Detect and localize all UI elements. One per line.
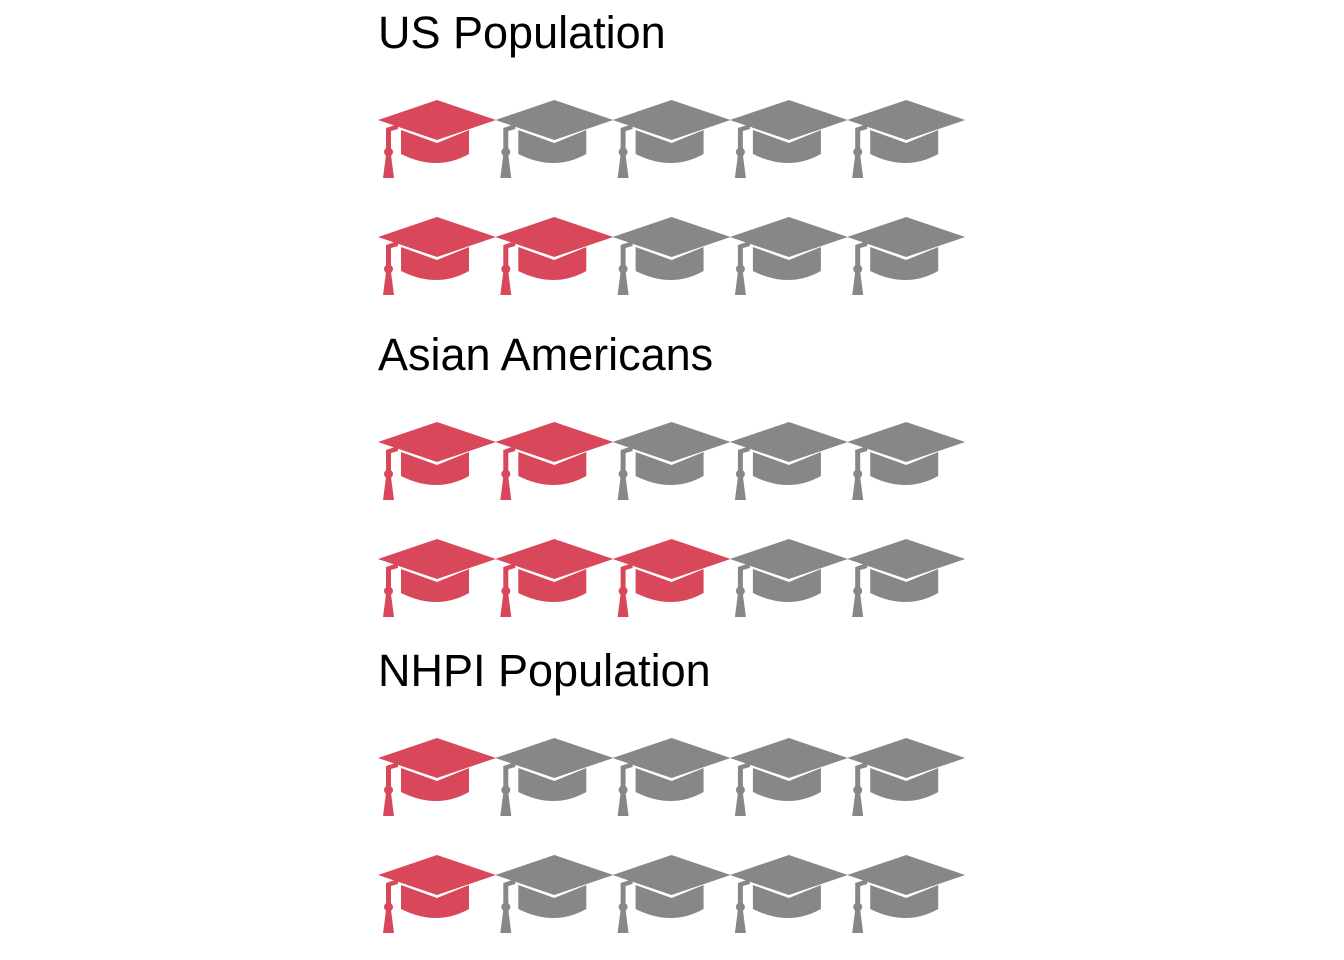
graduation-cap-icon-filled	[378, 738, 496, 816]
graduation-cap-icon-empty	[612, 422, 731, 500]
graduation-cap-icon-empty	[729, 217, 848, 295]
group-2: Asian Americans	[378, 329, 966, 617]
group-1: US Population	[378, 7, 966, 295]
graduation-cap-icon-empty	[729, 422, 848, 500]
graduation-cap-icon-empty	[729, 100, 848, 178]
icon-row	[378, 100, 966, 178]
graduation-cap-icon-empty	[612, 855, 731, 933]
icon-row	[378, 217, 966, 295]
graduation-cap-icon-empty	[729, 539, 848, 617]
graduation-cap-icon-empty	[847, 217, 966, 295]
graduation-cap-icon-empty	[729, 738, 848, 816]
group-3: NHPI Population	[378, 645, 966, 933]
graduation-cap-icon-empty	[495, 100, 614, 178]
graduation-cap-icon-empty	[612, 217, 731, 295]
graduation-cap-icon-empty	[495, 855, 614, 933]
icon-row	[378, 422, 966, 500]
pictogram-groups: US Population Asian Americans NHPI Populat…	[378, 7, 966, 933]
graduation-cap-icon-filled	[612, 539, 731, 617]
group-title: US Population	[378, 7, 666, 58]
graduation-cap-icon-filled	[378, 855, 496, 933]
graduation-cap-icon-empty	[847, 738, 966, 816]
graduation-cap-icon-filled	[378, 100, 496, 178]
group-title: Asian Americans	[378, 329, 713, 380]
graduation-cap-icon-filled	[495, 539, 614, 617]
icon-row	[378, 855, 966, 933]
graduation-cap-icon-filled	[378, 217, 496, 295]
icon-row	[378, 539, 966, 617]
graduation-cap-icon-empty	[847, 100, 966, 178]
graduation-cap-icon-empty	[612, 738, 731, 816]
graduation-cap-icon-empty	[847, 855, 966, 933]
icon-row	[378, 738, 966, 816]
graduation-cap-icon-empty	[847, 422, 966, 500]
graduation-cap-icon-filled	[495, 217, 614, 295]
graduation-cap-icon-filled	[378, 422, 496, 500]
graduation-cap-icon-empty	[729, 855, 848, 933]
graduation-cap-icon-filled	[378, 539, 496, 617]
graduation-cap-icon-empty	[612, 100, 731, 178]
graduation-cap-icon-empty	[495, 738, 614, 816]
graduation-cap-icon-empty	[847, 539, 966, 617]
group-title: NHPI Population	[378, 645, 711, 696]
graduation-cap-icon-filled	[495, 422, 614, 500]
